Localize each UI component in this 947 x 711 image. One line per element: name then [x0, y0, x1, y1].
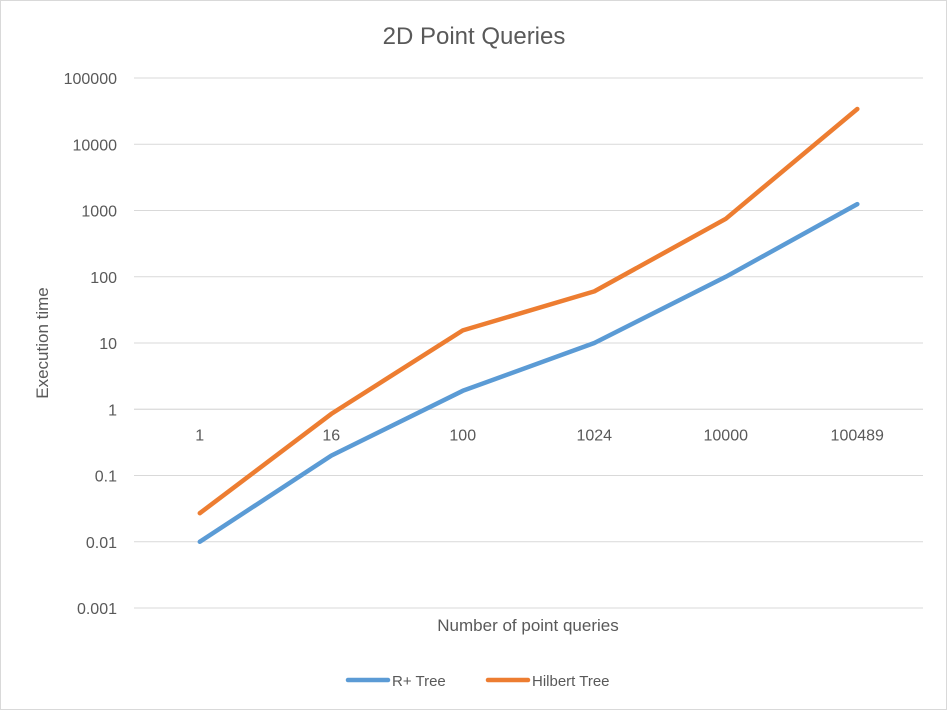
series-lines [197, 106, 860, 545]
legend: R+ Tree Hilbert Tree [345, 673, 610, 690]
y-axis-title: Execution time [33, 287, 52, 399]
y-tick-label: 100 [90, 270, 117, 287]
gridlines [134, 77, 923, 609]
y-tick-label: 0.001 [77, 601, 117, 618]
y-tick-label: 10 [99, 336, 117, 353]
legend-label: R+ Tree [392, 673, 446, 690]
y-tick-label: 1 [108, 402, 117, 419]
x-axis-tick-labels: 1 16 100 1024 10000 100489 [195, 427, 884, 444]
x-axis-title: Number of point queries [437, 616, 618, 635]
series-line [197, 201, 860, 545]
x-tick-label: 10000 [704, 427, 749, 444]
y-tick-label: 10000 [73, 137, 118, 154]
y-axis-tick-labels: 0.001 0.01 0.1 1 10 100 1000 10000 100000 [64, 71, 117, 618]
x-tick-label: 16 [322, 427, 340, 444]
series-line [197, 106, 860, 516]
x-tick-label: 1024 [576, 427, 612, 444]
x-tick-label: 1 [195, 427, 204, 444]
x-tick-label: 100489 [831, 427, 884, 444]
legend-label: Hilbert Tree [532, 673, 610, 690]
chart-title: 2D Point Queries [383, 23, 566, 50]
x-tick-label: 100 [449, 427, 476, 444]
y-tick-label: 0.01 [86, 535, 117, 552]
y-tick-label: 1000 [81, 204, 117, 221]
y-tick-label: 0.1 [95, 469, 117, 486]
y-tick-label: 100000 [64, 71, 117, 88]
